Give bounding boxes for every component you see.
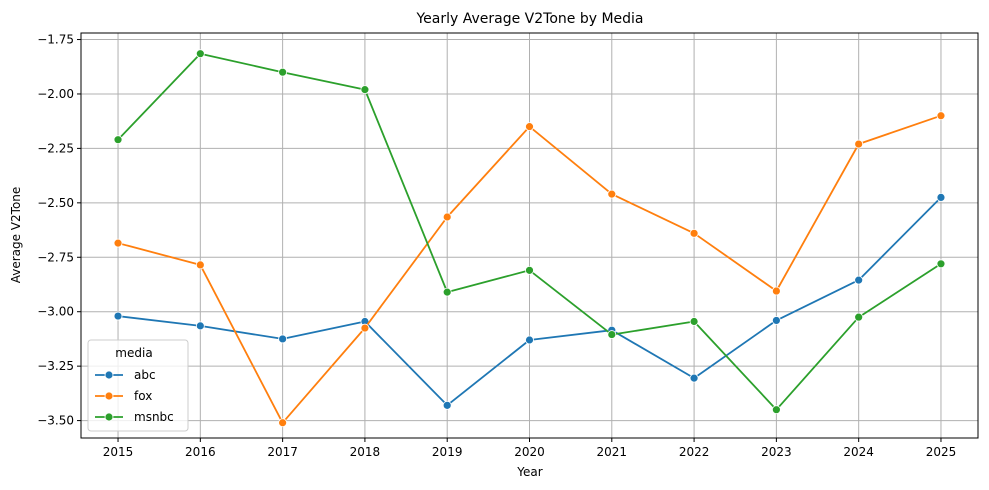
y-tick-label: −3.25 bbox=[37, 359, 74, 373]
x-tick-label: 2025 bbox=[926, 445, 957, 459]
data-point-abc bbox=[278, 334, 288, 344]
y-axis-title: Average V2Tone bbox=[9, 187, 23, 284]
data-point-abc bbox=[113, 311, 123, 321]
data-point-fox bbox=[113, 238, 123, 248]
series-fox bbox=[113, 111, 946, 428]
data-point-abc bbox=[771, 316, 781, 325]
data-point-abc bbox=[689, 373, 699, 383]
data-point-msnbc bbox=[689, 317, 699, 326]
legend-swatch-marker bbox=[104, 412, 114, 422]
data-point-msnbc bbox=[442, 287, 452, 297]
data-point-abc bbox=[195, 321, 205, 331]
y-tick-label: −2.50 bbox=[37, 196, 74, 210]
x-tick-label: 2021 bbox=[597, 445, 628, 459]
data-point-msnbc bbox=[195, 49, 205, 59]
data-point-fox bbox=[360, 323, 370, 333]
chart-title: Yearly Average V2Tone by Media bbox=[415, 11, 643, 27]
x-tick-label: 2018 bbox=[350, 445, 381, 459]
series-abc bbox=[113, 192, 946, 410]
data-point-fox bbox=[442, 212, 452, 222]
y-tick-label: −2.25 bbox=[37, 141, 74, 155]
legend-box bbox=[87, 339, 189, 432]
data-point-msnbc bbox=[525, 265, 534, 275]
legend-label: abc bbox=[134, 368, 156, 382]
series-layer bbox=[113, 49, 946, 428]
legend-item-abc: abc bbox=[95, 368, 156, 382]
legend-label: fox bbox=[134, 389, 152, 403]
y-tick-label: −3.50 bbox=[37, 414, 74, 428]
x-tick-label: 2015 bbox=[103, 445, 134, 459]
x-tick-label: 2024 bbox=[843, 445, 874, 459]
y-tick-label: −2.75 bbox=[37, 250, 74, 264]
data-point-abc bbox=[936, 192, 946, 202]
data-point-fox bbox=[195, 260, 205, 270]
data-point-msnbc bbox=[278, 67, 288, 77]
x-tick-label: 2017 bbox=[267, 445, 298, 459]
data-point-abc bbox=[442, 400, 452, 410]
x-tick-label: 2019 bbox=[432, 445, 463, 459]
data-point-msnbc bbox=[607, 330, 617, 339]
data-point-msnbc bbox=[936, 259, 946, 269]
x-axis-ticks: 2015 2016 2017 2018 2019 2020 2021 2022 2023 2024… bbox=[103, 438, 956, 459]
data-point-fox bbox=[689, 228, 699, 238]
x-tick-label: 2022 bbox=[679, 445, 710, 459]
grid-lines bbox=[81, 33, 978, 438]
data-point-msnbc bbox=[113, 135, 123, 145]
y-axis-ticks: −1.75 −2.00 −2.25 −2.50 −2.75 −3.00 −3.25 −3.50 bbox=[37, 33, 81, 428]
data-point-msnbc bbox=[360, 85, 370, 95]
x-tick-label: 2023 bbox=[761, 445, 792, 459]
x-tick-label: 2020 bbox=[514, 445, 545, 459]
data-point-abc bbox=[854, 275, 864, 285]
data-point-fox bbox=[525, 122, 534, 132]
series-msnbc bbox=[113, 49, 946, 415]
legend-swatch-marker bbox=[104, 391, 114, 401]
y-tick-label: −1.75 bbox=[37, 33, 74, 47]
legend-swatch-marker bbox=[104, 370, 114, 380]
legend: media abc fox msnbc bbox=[87, 339, 189, 432]
data-point-fox bbox=[854, 139, 864, 149]
legend-item-msnbc: msnbc bbox=[95, 410, 174, 424]
legend-title: media bbox=[115, 346, 152, 360]
data-point-fox bbox=[607, 189, 617, 199]
data-point-fox bbox=[936, 111, 946, 121]
data-point-msnbc bbox=[771, 405, 781, 415]
x-axis-title: Year bbox=[516, 465, 542, 479]
y-tick-label: −3.00 bbox=[37, 305, 74, 319]
y-tick-label: −2.00 bbox=[37, 87, 74, 101]
legend-items: abc fox msnbc bbox=[95, 368, 174, 424]
data-point-abc bbox=[525, 335, 534, 345]
x-tick-label: 2016 bbox=[185, 445, 216, 459]
legend-item-fox: fox bbox=[95, 389, 152, 403]
data-point-fox bbox=[278, 418, 288, 428]
data-point-fox bbox=[771, 286, 781, 296]
legend-label: msnbc bbox=[134, 410, 174, 424]
data-point-msnbc bbox=[854, 312, 864, 322]
